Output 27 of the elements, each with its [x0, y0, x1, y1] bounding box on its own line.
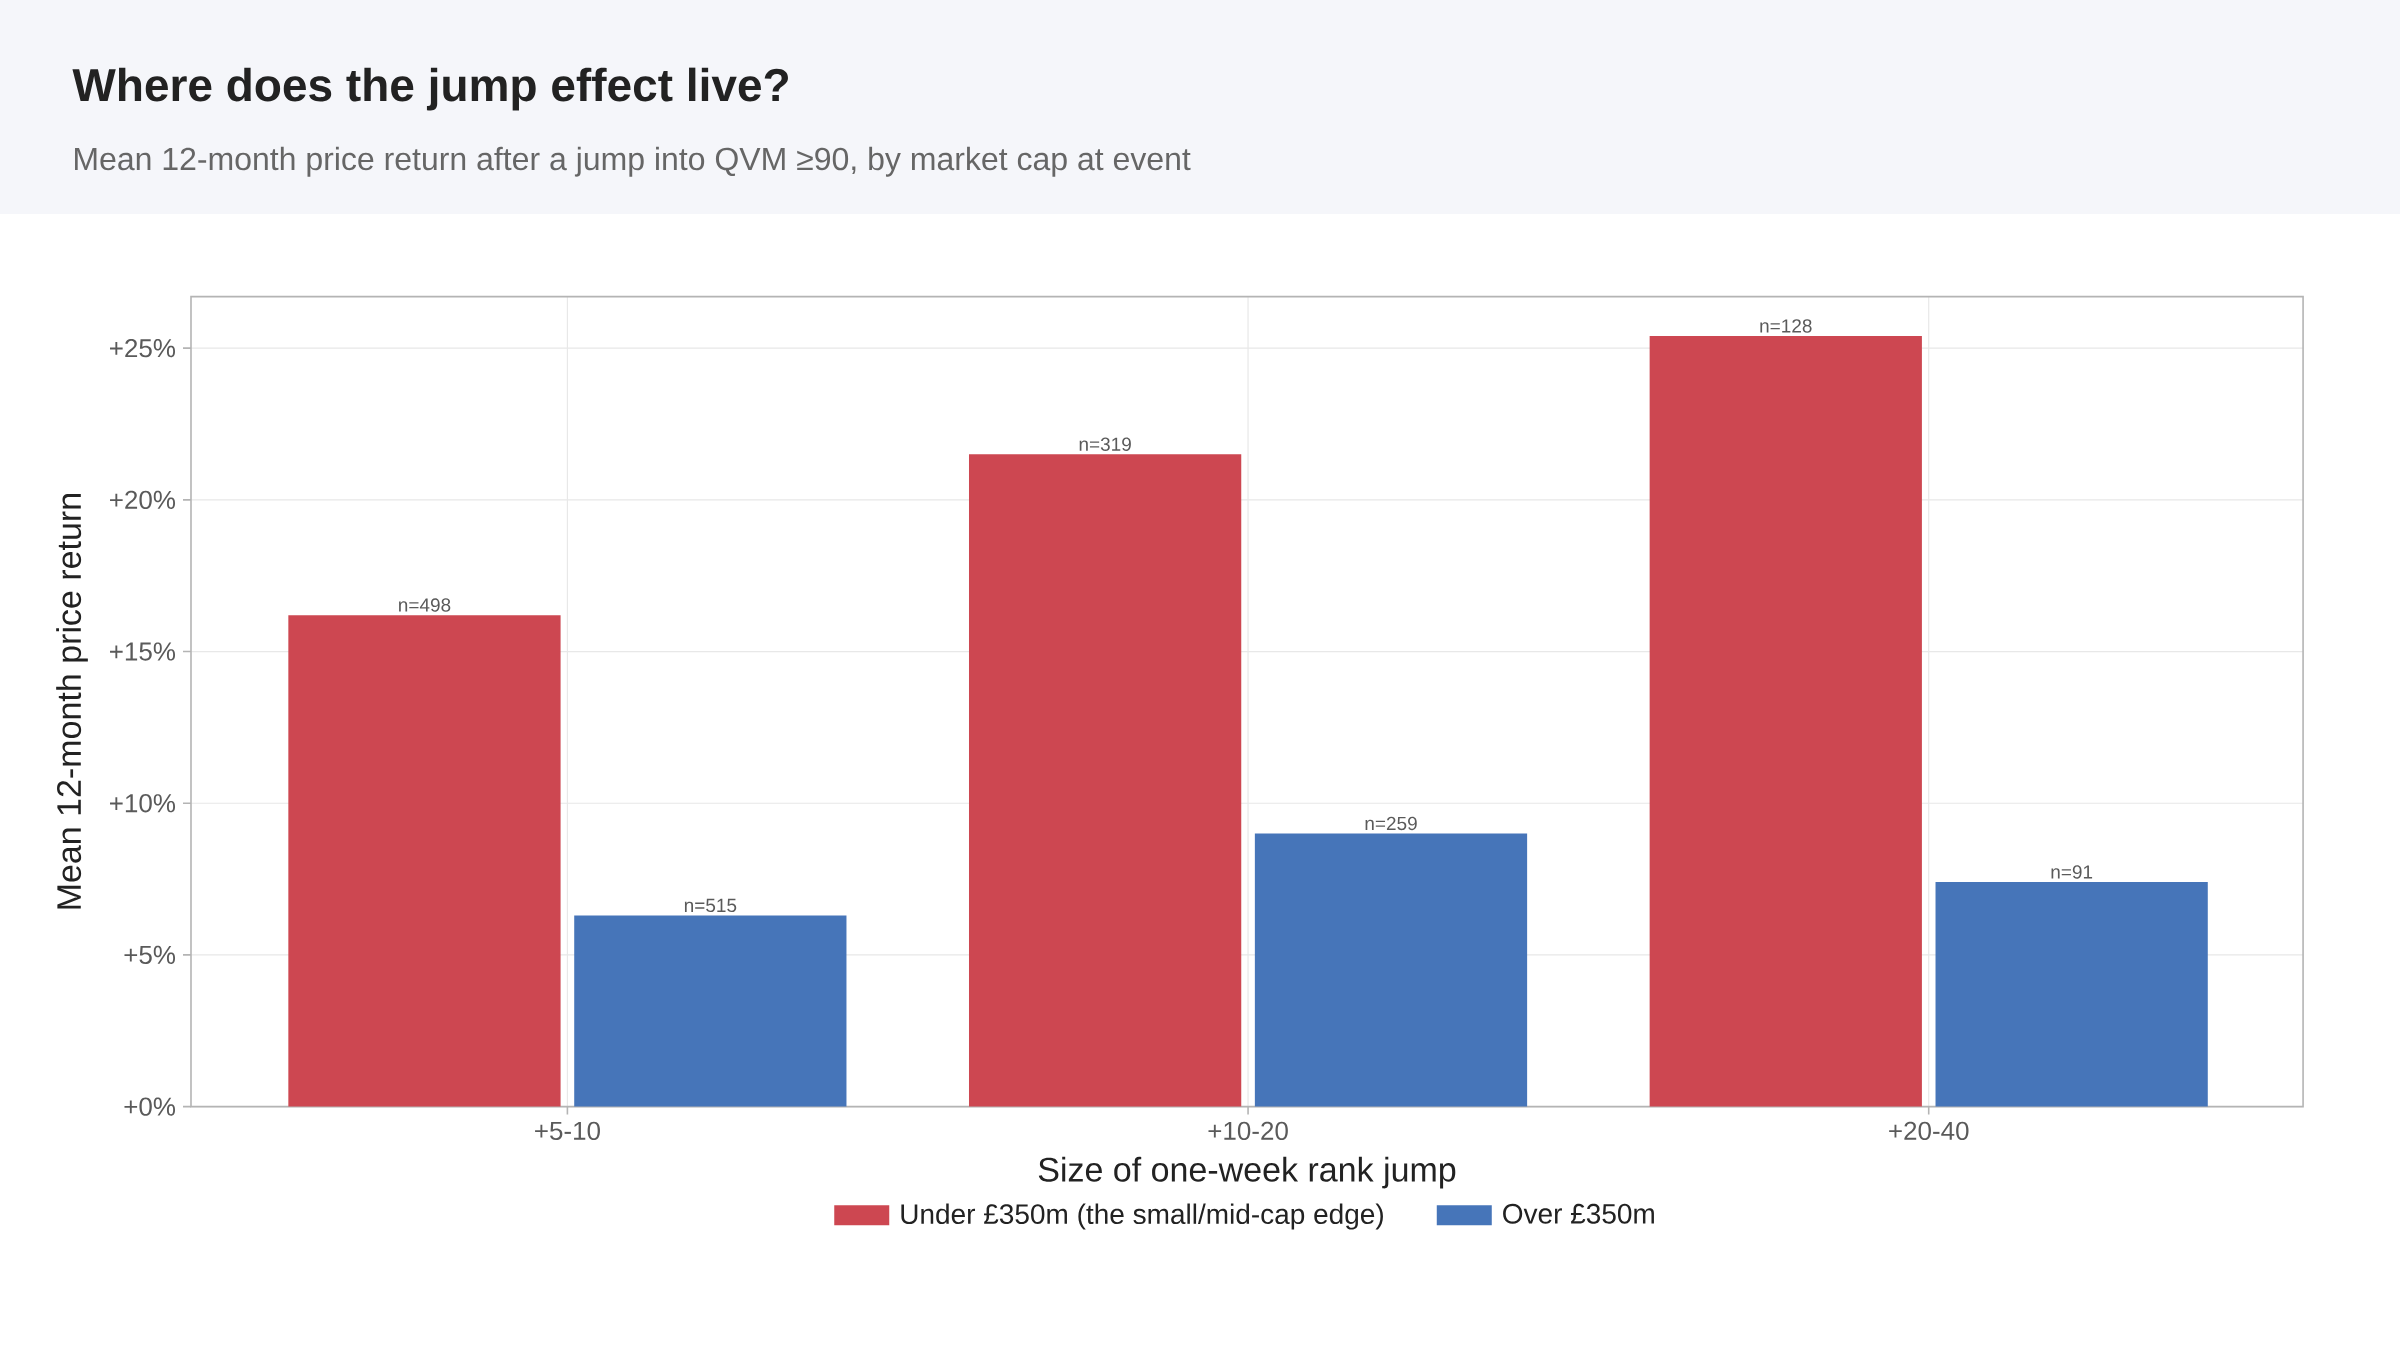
y-tick-label: +25%	[110, 338, 176, 358]
y-tick-label: +0%	[124, 1097, 176, 1116]
bar	[968, 454, 1242, 1107]
bar	[1935, 882, 2208, 1107]
y-axis-title: Mean 12-month price return	[56, 494, 88, 909]
legend-label: Under £350m (the small/mid-cap edge)	[901, 1203, 1383, 1230]
annotation: n=91	[2051, 865, 2093, 879]
chart-subtitle: Mean 12-month price return after a jump into QVM ≥90, by market cap at event	[75, 146, 1191, 177]
x-tick-label: +5-10	[535, 1121, 600, 1141]
y-tick-label: +15%	[110, 642, 176, 661]
chart-title: Where does the jump effect live?	[72, 67, 788, 111]
bar	[288, 615, 561, 1107]
annotation: n=259	[1365, 816, 1417, 831]
annotation: n=128	[1760, 319, 1812, 333]
bar	[574, 915, 847, 1107]
annotation: n=515	[684, 898, 737, 913]
y-tick-label: +5%	[124, 945, 176, 965]
y-tick-label: +20%	[110, 490, 176, 510]
bar	[1254, 833, 1528, 1107]
annotation: n=498	[399, 598, 451, 612]
x-axis-title: Size of one-week rank jump	[1038, 1156, 1456, 1189]
annotation: n=319	[1079, 437, 1131, 451]
y-tick-label: +10%	[110, 794, 176, 813]
x-tick-label: +20-40	[1889, 1121, 1969, 1141]
bar	[1649, 336, 1922, 1107]
x-tick-label: +10-20	[1208, 1121, 1288, 1141]
legend-label: Over £350m	[1503, 1203, 1654, 1224]
